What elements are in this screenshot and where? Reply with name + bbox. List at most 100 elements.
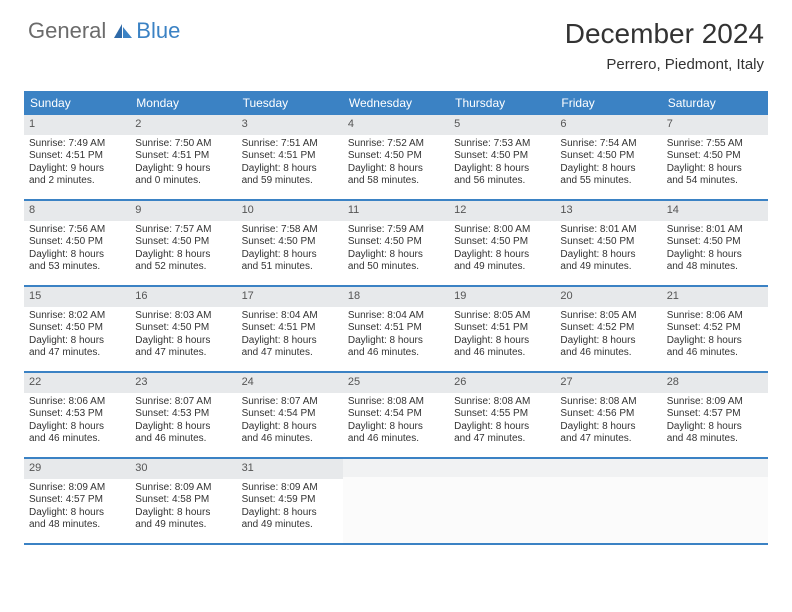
daylight-text-1: Daylight: 8 hours — [242, 249, 338, 262]
sunset-text: Sunset: 4:59 PM — [242, 494, 338, 507]
day-number: 27 — [555, 373, 661, 393]
day-number: 8 — [24, 201, 130, 221]
sunrise-text: Sunrise: 8:02 AM — [29, 310, 125, 323]
daylight-text-1: Daylight: 8 hours — [29, 421, 125, 434]
week-row: 1Sunrise: 7:49 AMSunset: 4:51 PMDaylight… — [24, 115, 768, 201]
day-number: 1 — [24, 115, 130, 135]
day-number: 2 — [130, 115, 236, 135]
sunrise-text: Sunrise: 7:50 AM — [135, 138, 231, 151]
daylight-text-1: Daylight: 8 hours — [667, 335, 763, 348]
sunset-text: Sunset: 4:57 PM — [29, 494, 125, 507]
sunset-text: Sunset: 4:50 PM — [348, 150, 444, 163]
day-body: Sunrise: 7:52 AMSunset: 4:50 PMDaylight:… — [343, 135, 449, 193]
day-body: Sunrise: 7:54 AMSunset: 4:50 PMDaylight:… — [555, 135, 661, 193]
brand-logo: General Blue — [28, 18, 180, 44]
day-number: 4 — [343, 115, 449, 135]
daylight-text-2: and 0 minutes. — [135, 175, 231, 188]
sunset-text: Sunset: 4:51 PM — [135, 150, 231, 163]
day-number: 21 — [662, 287, 768, 307]
sunrise-text: Sunrise: 8:01 AM — [667, 224, 763, 237]
day-body: Sunrise: 8:07 AMSunset: 4:53 PMDaylight:… — [130, 393, 236, 451]
daylight-text-1: Daylight: 8 hours — [667, 249, 763, 262]
daylight-text-2: and 47 minutes. — [454, 433, 550, 446]
day-body: Sunrise: 8:04 AMSunset: 4:51 PMDaylight:… — [237, 307, 343, 365]
weekday-header: Saturday — [662, 91, 768, 115]
daylight-text-1: Daylight: 8 hours — [348, 421, 444, 434]
day-cell: 10Sunrise: 7:58 AMSunset: 4:50 PMDayligh… — [237, 201, 343, 285]
sunset-text: Sunset: 4:50 PM — [454, 150, 550, 163]
sunrise-text: Sunrise: 8:07 AM — [242, 396, 338, 409]
day-number: 15 — [24, 287, 130, 307]
day-cell: 19Sunrise: 8:05 AMSunset: 4:51 PMDayligh… — [449, 287, 555, 371]
sunrise-text: Sunrise: 7:52 AM — [348, 138, 444, 151]
day-number — [343, 459, 449, 477]
week-row: 29Sunrise: 8:09 AMSunset: 4:57 PMDayligh… — [24, 459, 768, 545]
sunrise-text: Sunrise: 8:01 AM — [560, 224, 656, 237]
daylight-text-2: and 51 minutes. — [242, 261, 338, 274]
day-cell: 6Sunrise: 7:54 AMSunset: 4:50 PMDaylight… — [555, 115, 661, 199]
daylight-text-1: Daylight: 8 hours — [667, 163, 763, 176]
sunrise-text: Sunrise: 8:04 AM — [348, 310, 444, 323]
sunset-text: Sunset: 4:50 PM — [242, 236, 338, 249]
daylight-text-1: Daylight: 8 hours — [135, 335, 231, 348]
sunrise-text: Sunrise: 7:53 AM — [454, 138, 550, 151]
sunset-text: Sunset: 4:54 PM — [242, 408, 338, 421]
day-body: Sunrise: 8:02 AMSunset: 4:50 PMDaylight:… — [24, 307, 130, 365]
weeks-container: 1Sunrise: 7:49 AMSunset: 4:51 PMDaylight… — [24, 115, 768, 545]
sunset-text: Sunset: 4:51 PM — [242, 150, 338, 163]
daylight-text-1: Daylight: 8 hours — [560, 249, 656, 262]
sunset-text: Sunset: 4:56 PM — [560, 408, 656, 421]
day-number: 25 — [343, 373, 449, 393]
daylight-text-1: Daylight: 8 hours — [348, 249, 444, 262]
day-cell: 23Sunrise: 8:07 AMSunset: 4:53 PMDayligh… — [130, 373, 236, 457]
day-body: Sunrise: 7:53 AMSunset: 4:50 PMDaylight:… — [449, 135, 555, 193]
day-cell-empty — [343, 459, 449, 543]
day-body: Sunrise: 8:06 AMSunset: 4:53 PMDaylight:… — [24, 393, 130, 451]
daylight-text-2: and 46 minutes. — [135, 433, 231, 446]
week-row: 22Sunrise: 8:06 AMSunset: 4:53 PMDayligh… — [24, 373, 768, 459]
weekday-header: Wednesday — [343, 91, 449, 115]
day-body: Sunrise: 8:05 AMSunset: 4:52 PMDaylight:… — [555, 307, 661, 365]
day-number: 23 — [130, 373, 236, 393]
daylight-text-1: Daylight: 8 hours — [29, 335, 125, 348]
day-cell: 7Sunrise: 7:55 AMSunset: 4:50 PMDaylight… — [662, 115, 768, 199]
daylight-text-2: and 53 minutes. — [29, 261, 125, 274]
brand-text-general: General — [28, 18, 106, 44]
day-body: Sunrise: 7:59 AMSunset: 4:50 PMDaylight:… — [343, 221, 449, 279]
brand-sail-icon — [112, 20, 134, 46]
daylight-text-1: Daylight: 8 hours — [242, 507, 338, 520]
daylight-text-2: and 46 minutes. — [242, 433, 338, 446]
daylight-text-1: Daylight: 8 hours — [348, 335, 444, 348]
sunrise-text: Sunrise: 7:49 AM — [29, 138, 125, 151]
daylight-text-2: and 58 minutes. — [348, 175, 444, 188]
daylight-text-2: and 46 minutes. — [667, 347, 763, 360]
daylight-text-2: and 52 minutes. — [135, 261, 231, 274]
daylight-text-1: Daylight: 8 hours — [454, 249, 550, 262]
day-number — [555, 459, 661, 477]
day-cell: 17Sunrise: 8:04 AMSunset: 4:51 PMDayligh… — [237, 287, 343, 371]
day-cell: 12Sunrise: 8:00 AMSunset: 4:50 PMDayligh… — [449, 201, 555, 285]
daylight-text-1: Daylight: 8 hours — [242, 163, 338, 176]
day-cell: 29Sunrise: 8:09 AMSunset: 4:57 PMDayligh… — [24, 459, 130, 543]
day-body: Sunrise: 8:08 AMSunset: 4:54 PMDaylight:… — [343, 393, 449, 451]
sunrise-text: Sunrise: 7:57 AM — [135, 224, 231, 237]
daylight-text-1: Daylight: 9 hours — [135, 163, 231, 176]
day-cell: 30Sunrise: 8:09 AMSunset: 4:58 PMDayligh… — [130, 459, 236, 543]
sunrise-text: Sunrise: 8:09 AM — [667, 396, 763, 409]
sunset-text: Sunset: 4:51 PM — [348, 322, 444, 335]
day-number: 3 — [237, 115, 343, 135]
daylight-text-1: Daylight: 8 hours — [242, 421, 338, 434]
day-cell: 8Sunrise: 7:56 AMSunset: 4:50 PMDaylight… — [24, 201, 130, 285]
day-number: 24 — [237, 373, 343, 393]
daylight-text-1: Daylight: 8 hours — [29, 249, 125, 262]
calendar-grid: SundayMondayTuesdayWednesdayThursdayFrid… — [24, 91, 768, 545]
day-cell: 21Sunrise: 8:06 AMSunset: 4:52 PMDayligh… — [662, 287, 768, 371]
day-cell: 22Sunrise: 8:06 AMSunset: 4:53 PMDayligh… — [24, 373, 130, 457]
sunset-text: Sunset: 4:50 PM — [667, 150, 763, 163]
daylight-text-1: Daylight: 9 hours — [29, 163, 125, 176]
day-body: Sunrise: 7:50 AMSunset: 4:51 PMDaylight:… — [130, 135, 236, 193]
sunrise-text: Sunrise: 7:51 AM — [242, 138, 338, 151]
daylight-text-2: and 54 minutes. — [667, 175, 763, 188]
week-row: 8Sunrise: 7:56 AMSunset: 4:50 PMDaylight… — [24, 201, 768, 287]
day-body: Sunrise: 8:05 AMSunset: 4:51 PMDaylight:… — [449, 307, 555, 365]
